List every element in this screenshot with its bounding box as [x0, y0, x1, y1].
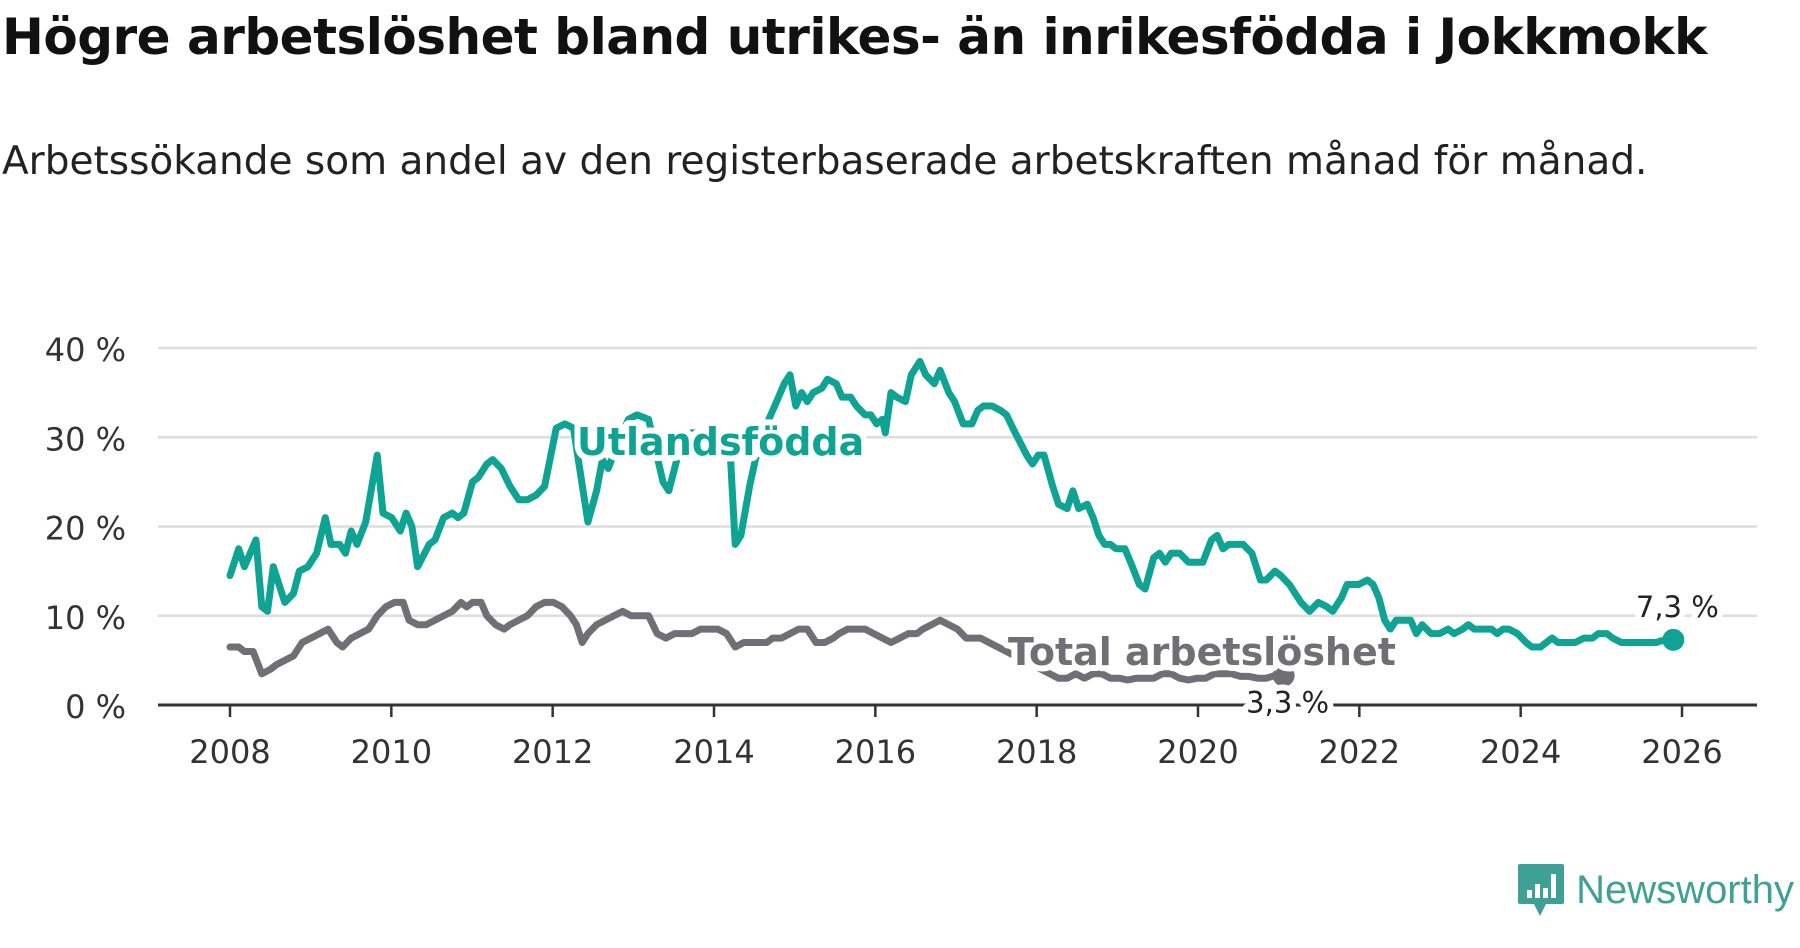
grid-lines	[158, 346, 1757, 617]
newsworthy-logo: Newsworthy	[1516, 862, 1794, 918]
x-tick-label-2020: 2020	[1157, 733, 1238, 771]
series-label-total: Total arbetslöshet	[1008, 630, 1396, 674]
newsworthy-logo-icon	[1518, 864, 1565, 916]
x-tick-label-2022: 2022	[1319, 733, 1400, 771]
axes: 0 % 10 % 20 % 30 % 40 % 2008 2010 2012 2014 2016 2…	[45, 331, 1757, 771]
foreign-born-end-marker	[1662, 628, 1685, 651]
x-tick-label-2016: 2016	[835, 733, 916, 771]
end-label-total: 3,3 %	[1246, 686, 1329, 720]
y-tick-label-40: 40 %	[45, 331, 126, 369]
end-label-utlandsfodda: 7,3 %	[1636, 590, 1719, 624]
x-tick-label-2012: 2012	[512, 733, 593, 771]
y-tick-label-0: 0 %	[65, 688, 126, 726]
chart-title: Högre arbetslöshet bland utrikes- än inr…	[2, 8, 1707, 66]
x-tick-label-2026: 2026	[1641, 733, 1722, 771]
y-tick-label-20: 20 %	[45, 510, 126, 548]
chart-subtitle: Arbetssökande som andel av den registerb…	[2, 139, 1648, 184]
x-tick-label-2014: 2014	[673, 733, 754, 771]
x-tick-label-2018: 2018	[996, 733, 1077, 771]
brand-name: Newsworthy	[1576, 867, 1794, 912]
x-tick-label-2024: 2024	[1480, 733, 1561, 771]
y-tick-label-30: 30 %	[45, 420, 126, 458]
series-label-utlandsfodda: Utlandsfödda	[577, 420, 864, 464]
y-tick-label-10: 10 %	[45, 599, 126, 637]
foreign-born-line	[226, 357, 1677, 651]
series-labels: Utlandsfödda Total arbetslöshet 7,3 % 3,3 %	[571, 414, 1725, 726]
total-unemployment-line	[226, 598, 1288, 684]
series	[226, 357, 1685, 687]
x-tick-label-2010: 2010	[351, 733, 432, 771]
x-tick-label-2008: 2008	[189, 733, 270, 771]
total-unemployment-end-marker	[1272, 664, 1295, 687]
